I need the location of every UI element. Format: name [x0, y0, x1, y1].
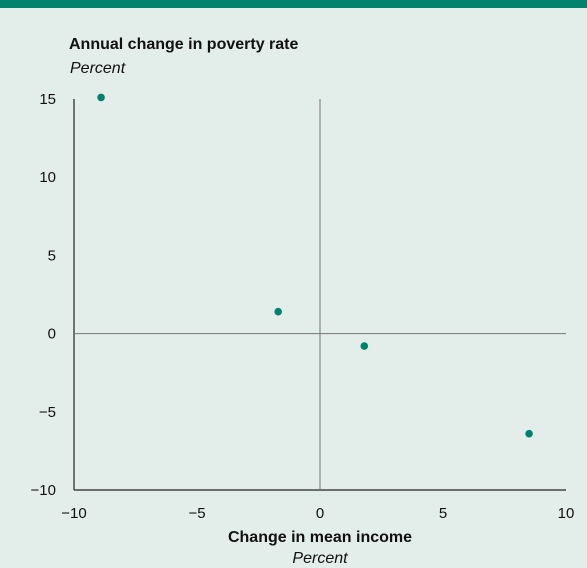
- y-tick-label: 10: [39, 169, 56, 186]
- chart-title: Annual change in poverty rate: [69, 36, 299, 53]
- x-axis-label: Change in mean income: [227, 529, 413, 546]
- top-accent-bar: [0, 0, 587, 8]
- y-tick-label: 0: [48, 326, 56, 343]
- x-tick-label: 0: [316, 505, 324, 522]
- x-tick-label: −5: [188, 505, 205, 522]
- data-point: [525, 429, 533, 438]
- x-tick-label: 5: [439, 505, 447, 522]
- y-tick-label: −10: [31, 482, 56, 499]
- y-tick-label: −5: [39, 404, 56, 421]
- y-axis-unit: Percent: [70, 60, 126, 77]
- x-tick-label: −10: [61, 505, 86, 522]
- data-point: [274, 307, 282, 316]
- x-axis-unit: Percent: [292, 550, 348, 567]
- data-point: [97, 93, 105, 102]
- x-tick-label: 10: [558, 505, 575, 522]
- data-point: [360, 342, 369, 350]
- y-tick-label: 15: [39, 91, 56, 108]
- y-tick-label: 5: [48, 247, 56, 264]
